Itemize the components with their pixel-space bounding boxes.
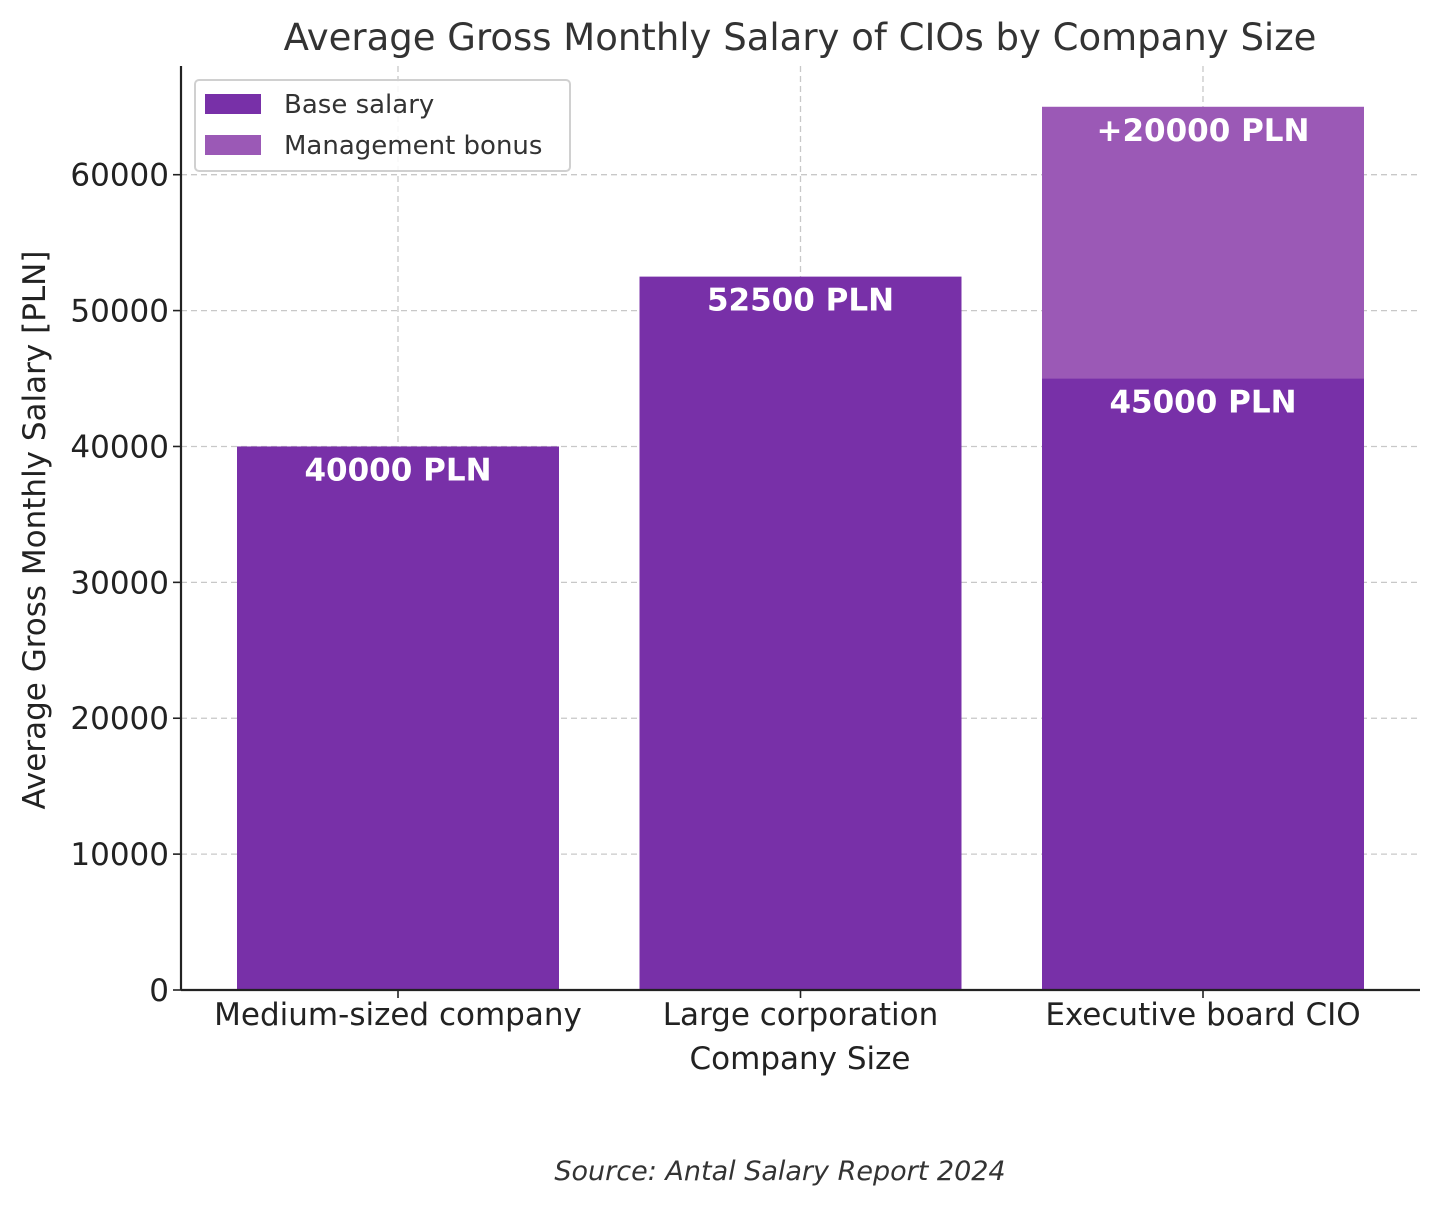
- y-tick-label: 10000: [70, 837, 169, 873]
- legend-frame: [194, 79, 571, 172]
- legend-swatch: [205, 135, 261, 155]
- legend-label: Base salary: [284, 90, 434, 120]
- bar-base-salary-2: [1042, 378, 1364, 990]
- y-tick-labels: 0 10000 20000 30000 40000 50000 60000: [70, 158, 181, 1009]
- bar-value-label: 40000 PLN: [304, 452, 491, 488]
- legend-swatch: [205, 94, 261, 114]
- chart-title: Average Gross Monthly Salary of CIOs by …: [284, 16, 1317, 59]
- bar-labels-group: 40000 PLN 52500 PLN 45000 PLN +20000 PLN: [304, 113, 1309, 489]
- x-tick-label: Executive board CIO: [1045, 997, 1360, 1033]
- x-tick-labels: Medium-sized company Large corporation Exe…: [214, 990, 1361, 1033]
- x-tick-label: Large corporation: [663, 997, 939, 1033]
- source-note: Source: Antal Salary Report 2024: [554, 1156, 1006, 1187]
- bar-value-label: +20000 PLN: [1096, 113, 1309, 149]
- x-axis-label: Company Size: [690, 1041, 911, 1077]
- x-tick-label: Medium-sized company: [214, 997, 582, 1033]
- bar-value-label: 52500 PLN: [707, 283, 894, 319]
- y-tick-label: 50000: [70, 294, 169, 330]
- y-tick-label: 30000: [70, 565, 169, 601]
- legend-label: Management bonus: [284, 131, 542, 161]
- y-tick-label: 60000: [70, 158, 169, 194]
- bars-group: [237, 106, 1364, 990]
- bar-value-label: 45000 PLN: [1109, 385, 1296, 421]
- y-tick-label: 40000: [70, 429, 169, 465]
- y-tick-label: 0: [149, 973, 169, 1009]
- bar-management-bonus-2: [1042, 106, 1364, 379]
- y-tick-label: 20000: [70, 701, 169, 737]
- legend: Base salary Management bonus: [194, 79, 571, 172]
- bar-base-salary-1: [639, 276, 962, 990]
- y-axis-label: Average Gross Monthly Salary [PLN]: [17, 251, 53, 810]
- bar-base-salary-0: [237, 446, 559, 990]
